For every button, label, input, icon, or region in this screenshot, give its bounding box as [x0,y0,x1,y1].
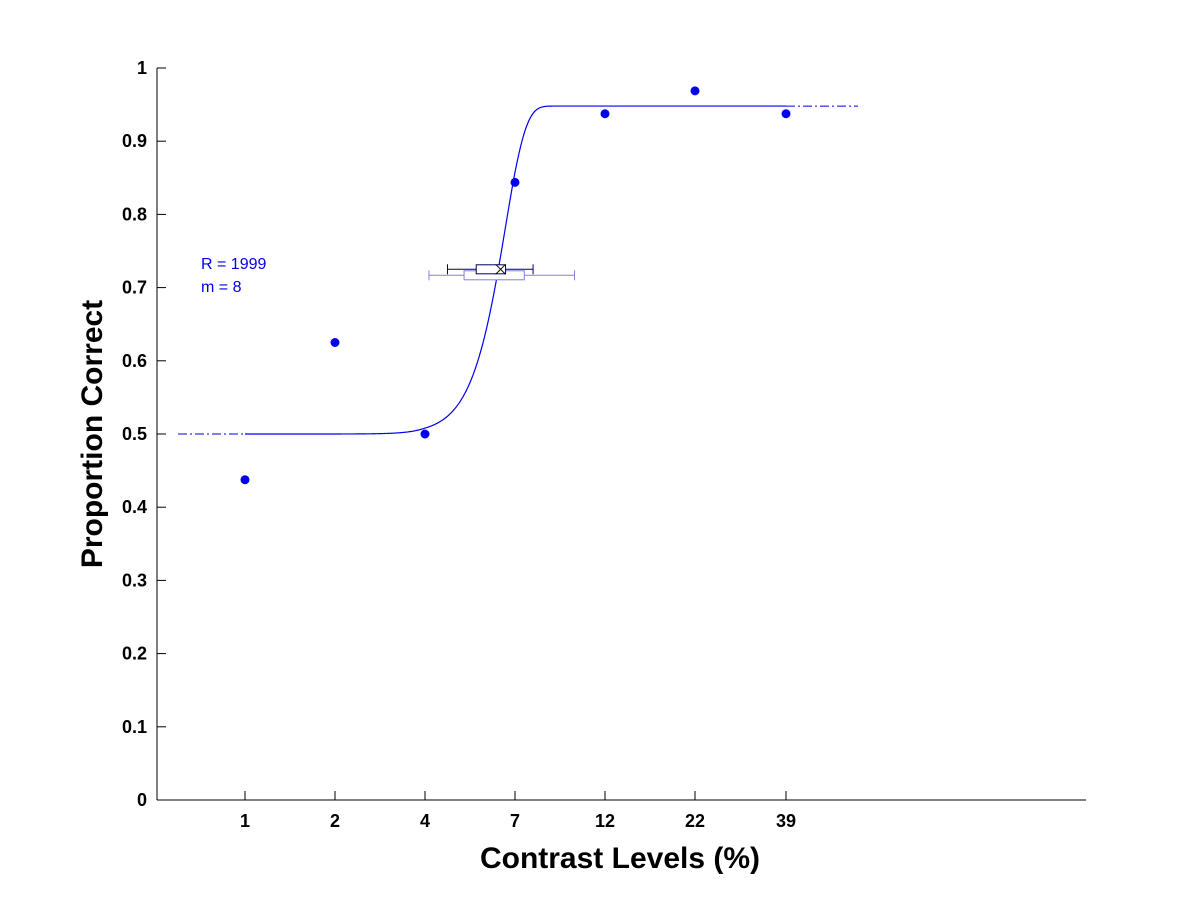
y-tick-label: 0.6 [122,351,147,371]
y-tick-label: 0.9 [122,131,147,151]
x-tick-label: 2 [330,811,340,831]
x-axis-title: Contrast Levels (%) [480,842,760,875]
x-tick-label: 4 [420,811,430,831]
x-axis-ticks: 1 2 4 7 12 22 39 [240,791,796,831]
fitted-curve [178,105,858,435]
data-point [510,177,520,187]
data-point [420,429,430,439]
x-tick-label: 7 [510,811,520,831]
y-tick-label: 0.2 [122,644,147,664]
y-tick-label: 0.7 [122,278,147,298]
data-point [330,338,340,347]
x-tick-label: 12 [595,811,615,831]
y-tick-label: 0.8 [122,204,147,224]
y-axis-ticks: 0 0.1 0.2 0.3 0.4 0.5 0.6 0.7 0.8 0.9 1 [122,58,166,810]
y-tick-label: 0.5 [122,424,147,444]
x-tick-label: 39 [776,811,796,831]
x-tick-label: 22 [685,811,705,831]
y-tick-label: 0.4 [122,497,147,517]
annotation-r: R = 1999 [201,256,266,273]
data-point [240,475,250,485]
y-tick-label: 1 [137,58,147,78]
y-axis-title: Proportion Correct [76,300,109,568]
curve-line [245,105,786,435]
data-point [600,109,610,119]
data-points [240,86,791,485]
threshold-confidence-intervals [428,263,576,281]
threshold-marker-stroke-b [495,263,506,275]
data-point [781,109,791,119]
data-point [690,86,700,96]
y-tick-label: 0 [137,790,147,810]
y-tick-label: 0.3 [122,570,147,590]
y-tick-label: 0.1 [122,717,147,737]
x-tick-label: 1 [240,811,250,831]
ci-inner-box [475,264,507,275]
annotation-m: m = 8 [201,279,242,296]
